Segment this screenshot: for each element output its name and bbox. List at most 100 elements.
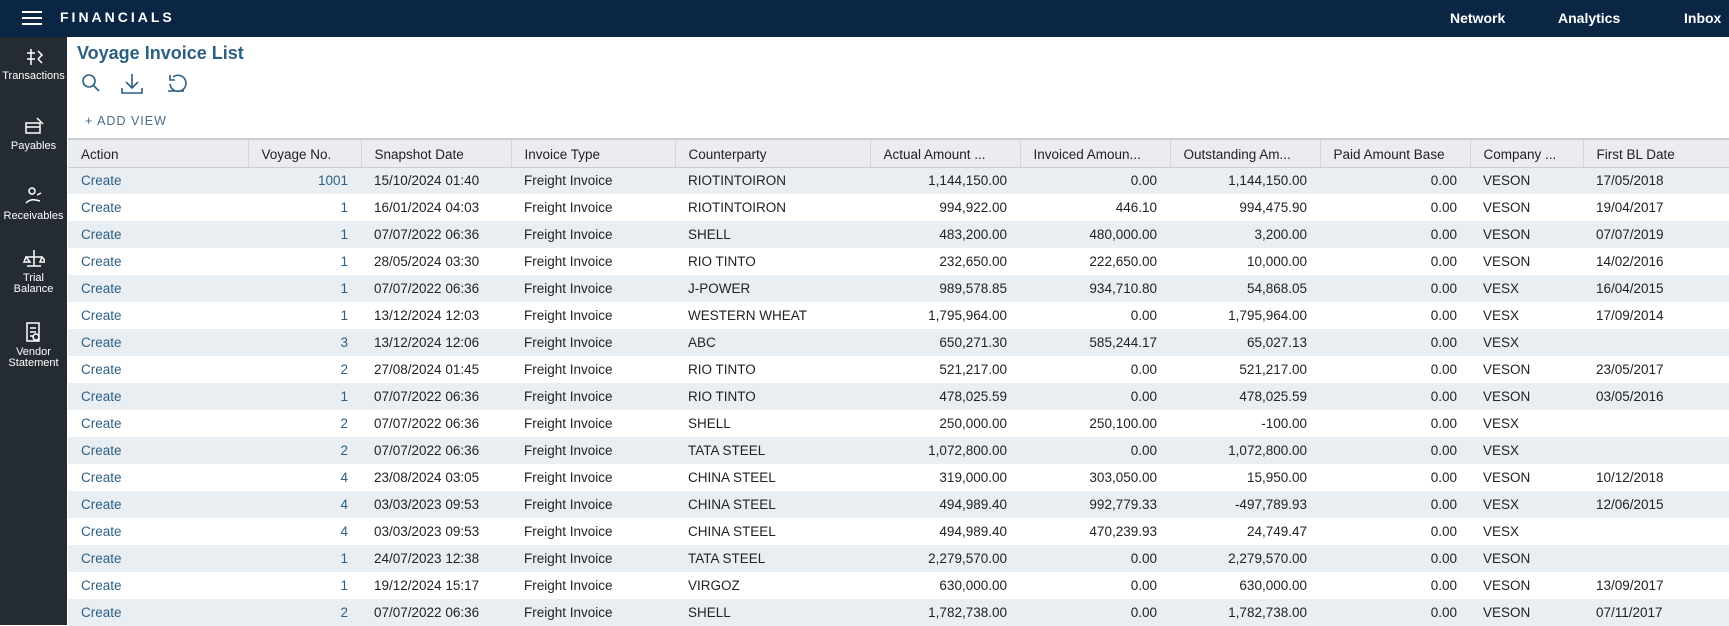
column-header[interactable]: Invoiced Amoun... bbox=[1019, 138, 1170, 168]
create-link[interactable]: Create bbox=[81, 416, 122, 431]
cell: 994,922.00 bbox=[939, 200, 1007, 215]
cell: 0.00 bbox=[1430, 362, 1457, 377]
sidebar-item[interactable]: Trial Balance bbox=[0, 247, 67, 295]
cell[interactable]: 1 bbox=[248, 221, 361, 248]
sidebar-label: Payables bbox=[10, 140, 57, 152]
column-header[interactable]: Voyage No. bbox=[247, 138, 361, 168]
cell: TATA STEEL bbox=[675, 437, 870, 464]
cell[interactable]: 1 bbox=[248, 383, 361, 410]
cell: 0.00 bbox=[1430, 254, 1457, 269]
cell[interactable]: 1001 bbox=[248, 167, 361, 194]
cell: 1,782,738.00 bbox=[1170, 599, 1320, 626]
cell: Freight Invoice bbox=[524, 362, 613, 377]
cell: 0.00 bbox=[1430, 578, 1457, 593]
table-body: Create 1001 15/10/2024 01:40 Freight Invoic… bbox=[68, 167, 1729, 626]
cell[interactable]: 2 bbox=[248, 437, 361, 464]
table-row: Create 1 16/01/2024 04:03 Freight Invoice RI… bbox=[68, 194, 1729, 221]
nav-item[interactable]: Network bbox=[1450, 10, 1506, 26]
table-row: Create 4 23/08/2024 03:05 Freight Invoice CH… bbox=[68, 464, 1729, 491]
add-view[interactable]: + ADD VIEW bbox=[85, 114, 167, 128]
create-link[interactable]: Create bbox=[81, 254, 122, 269]
create-link[interactable]: Create bbox=[81, 578, 122, 593]
cell: 478,025.59 bbox=[870, 383, 1020, 410]
cell[interactable]: 1 bbox=[340, 254, 348, 269]
table-row: Create 3 13/12/2024 12:06 Freight Invoice AB… bbox=[68, 329, 1729, 356]
create-link[interactable]: Create bbox=[68, 491, 248, 518]
cell: 0.00 bbox=[1320, 545, 1470, 572]
cell[interactable]: 1 bbox=[248, 545, 361, 572]
cell: 27/08/2024 01:45 bbox=[374, 362, 480, 377]
cell: 16/01/2024 04:03 bbox=[374, 200, 480, 215]
cell: Freight Invoice bbox=[511, 221, 675, 248]
column-header[interactable]: Outstanding Am... bbox=[1169, 138, 1320, 168]
cell: 483,200.00 bbox=[870, 221, 1020, 248]
cell: 17/09/2014 bbox=[1596, 308, 1664, 323]
column-header[interactable]: Snapshot Date bbox=[360, 138, 511, 168]
create-link[interactable]: Create bbox=[68, 437, 248, 464]
toolbar-icons[interactable] bbox=[80, 72, 200, 96]
table-row: Create 1 07/07/2022 06:36 Freight Invoice J-… bbox=[68, 275, 1729, 302]
create-link[interactable]: Create bbox=[81, 470, 122, 485]
cell: 250,000.00 bbox=[939, 416, 1007, 431]
cell: VESX bbox=[1470, 491, 1583, 518]
cell: VESON bbox=[1483, 254, 1531, 269]
column-header[interactable]: Company ... bbox=[1469, 138, 1583, 168]
cell: Freight Invoice bbox=[524, 524, 613, 539]
column-header[interactable]: First BL Date bbox=[1582, 138, 1729, 168]
cell[interactable]: 3 bbox=[248, 329, 361, 356]
table-row: Create 1 07/07/2022 06:36 Freight Invoice SH… bbox=[68, 221, 1729, 248]
cell[interactable]: 2 bbox=[340, 416, 348, 431]
column-header[interactable]: Actual Amount ... bbox=[869, 138, 1020, 168]
cell[interactable]: 2 bbox=[248, 599, 361, 626]
cell: VESX bbox=[1470, 437, 1583, 464]
create-link[interactable]: Create bbox=[81, 200, 122, 215]
create-link[interactable]: Create bbox=[81, 524, 122, 539]
cell: RIOTINTOIRON bbox=[688, 200, 787, 215]
sidebar-item[interactable]: Payables bbox=[0, 115, 67, 152]
cell: 1,072,800.00 bbox=[1170, 437, 1320, 464]
nav-item[interactable]: Inbox bbox=[1684, 10, 1722, 26]
sidebar-label: Transactions bbox=[2, 70, 65, 82]
cell: Freight Invoice bbox=[511, 275, 675, 302]
create-link[interactable]: Create bbox=[68, 599, 248, 626]
cell: Freight Invoice bbox=[511, 545, 675, 572]
cell[interactable]: 1 bbox=[340, 578, 348, 593]
column-header[interactable]: Paid Amount Base bbox=[1319, 138, 1470, 168]
create-link[interactable]: Create bbox=[81, 308, 122, 323]
cell[interactable]: 1 bbox=[248, 275, 361, 302]
cell: 0.00 bbox=[1130, 578, 1157, 593]
cell: 07/11/2017 bbox=[1583, 599, 1729, 626]
column-header[interactable]: Action bbox=[68, 138, 248, 168]
table-row: Create 2 27/08/2024 01:45 Freight Invoice RI… bbox=[68, 356, 1729, 383]
cell: 0.00 bbox=[1320, 167, 1470, 194]
page-title: Voyage Invoice List bbox=[77, 43, 244, 63]
sidebar-item[interactable]: Transactions bbox=[0, 45, 67, 82]
create-link[interactable]: Create bbox=[68, 545, 248, 572]
create-link[interactable]: Create bbox=[81, 362, 122, 377]
column-header[interactable]: Counterparty bbox=[674, 138, 870, 168]
cell: VESX bbox=[1483, 308, 1520, 323]
sidebar-icon bbox=[22, 250, 45, 267]
cell[interactable]: 4 bbox=[340, 470, 348, 485]
cell[interactable]: 4 bbox=[340, 524, 348, 539]
cell: VESON bbox=[1470, 167, 1583, 194]
create-link[interactable]: Create bbox=[68, 329, 248, 356]
nav-item[interactable]: Analytics bbox=[1558, 10, 1621, 26]
create-link[interactable]: Create bbox=[68, 167, 248, 194]
column-header[interactable]: Invoice Type bbox=[510, 138, 675, 168]
cell: 494,989.40 bbox=[870, 491, 1020, 518]
cell: Freight Invoice bbox=[524, 200, 613, 215]
create-link[interactable]: Create bbox=[68, 275, 248, 302]
sidebar-item[interactable]: Receivables bbox=[0, 185, 67, 222]
create-link[interactable]: Create bbox=[68, 221, 248, 248]
cell: 222,650.00 bbox=[1089, 254, 1157, 269]
cell[interactable]: 1 bbox=[340, 308, 348, 323]
create-link[interactable]: Create bbox=[68, 383, 248, 410]
menu-icon[interactable] bbox=[22, 10, 42, 26]
cell[interactable]: 4 bbox=[248, 491, 361, 518]
sidebar-item[interactable]: Vendor Statement bbox=[0, 321, 67, 369]
cell: 0.00 bbox=[1320, 599, 1470, 626]
cell[interactable]: 1 bbox=[340, 200, 348, 215]
cell[interactable]: 2 bbox=[340, 362, 348, 377]
